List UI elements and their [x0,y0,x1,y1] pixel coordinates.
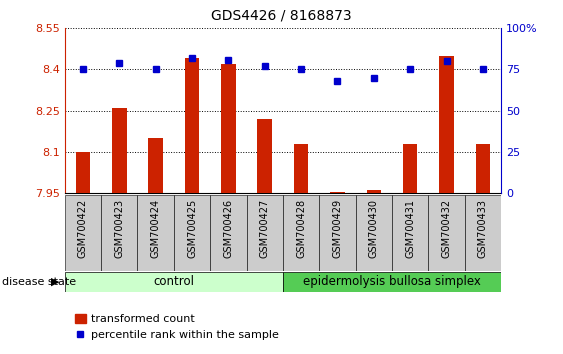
Text: epidermolysis bullosa simplex: epidermolysis bullosa simplex [303,275,481,288]
FancyBboxPatch shape [356,195,392,271]
Text: GSM700423: GSM700423 [114,199,124,258]
Text: GSM700430: GSM700430 [369,199,379,257]
FancyBboxPatch shape [137,195,174,271]
Text: GSM700428: GSM700428 [296,199,306,258]
Bar [75,152,90,193]
Text: control: control [153,275,194,288]
FancyBboxPatch shape [392,195,428,271]
Text: GSM700425: GSM700425 [187,199,197,258]
FancyBboxPatch shape [247,195,283,271]
FancyBboxPatch shape [65,195,101,271]
Bar [439,56,454,193]
Text: GSM700432: GSM700432 [441,199,452,258]
FancyBboxPatch shape [283,272,501,292]
FancyBboxPatch shape [101,195,137,271]
Bar [185,58,199,193]
Bar [403,143,417,193]
FancyBboxPatch shape [283,195,319,271]
Text: disease state: disease state [2,277,76,287]
Bar [476,143,490,193]
Text: GSM700424: GSM700424 [151,199,160,258]
FancyBboxPatch shape [428,195,464,271]
Bar [294,143,309,193]
Bar [257,119,272,193]
FancyBboxPatch shape [65,272,283,292]
Text: ▶: ▶ [51,277,59,287]
Text: GDS4426 / 8168873: GDS4426 / 8168873 [211,9,352,23]
Bar [149,138,163,193]
FancyBboxPatch shape [210,195,247,271]
Text: GSM700429: GSM700429 [332,199,342,258]
Bar [367,190,381,193]
Bar [112,108,127,193]
Text: GSM700433: GSM700433 [478,199,488,257]
Bar [221,64,236,193]
FancyBboxPatch shape [464,195,501,271]
Text: GSM700422: GSM700422 [78,199,88,258]
Bar [330,192,345,193]
FancyBboxPatch shape [319,195,356,271]
Text: GSM700426: GSM700426 [224,199,234,258]
FancyBboxPatch shape [174,195,210,271]
Text: GSM700427: GSM700427 [260,199,270,258]
Text: GSM700431: GSM700431 [405,199,415,257]
Legend: transformed count, percentile rank within the sample: transformed count, percentile rank withi… [70,309,284,345]
